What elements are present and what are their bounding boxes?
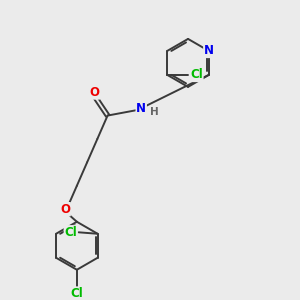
Text: O: O (89, 86, 99, 99)
Text: Cl: Cl (190, 68, 203, 81)
Text: O: O (60, 203, 70, 216)
Text: H: H (150, 107, 159, 117)
Text: Cl: Cl (64, 226, 77, 239)
Text: Cl: Cl (70, 287, 83, 300)
Text: N: N (204, 44, 214, 57)
Text: N: N (136, 102, 146, 115)
